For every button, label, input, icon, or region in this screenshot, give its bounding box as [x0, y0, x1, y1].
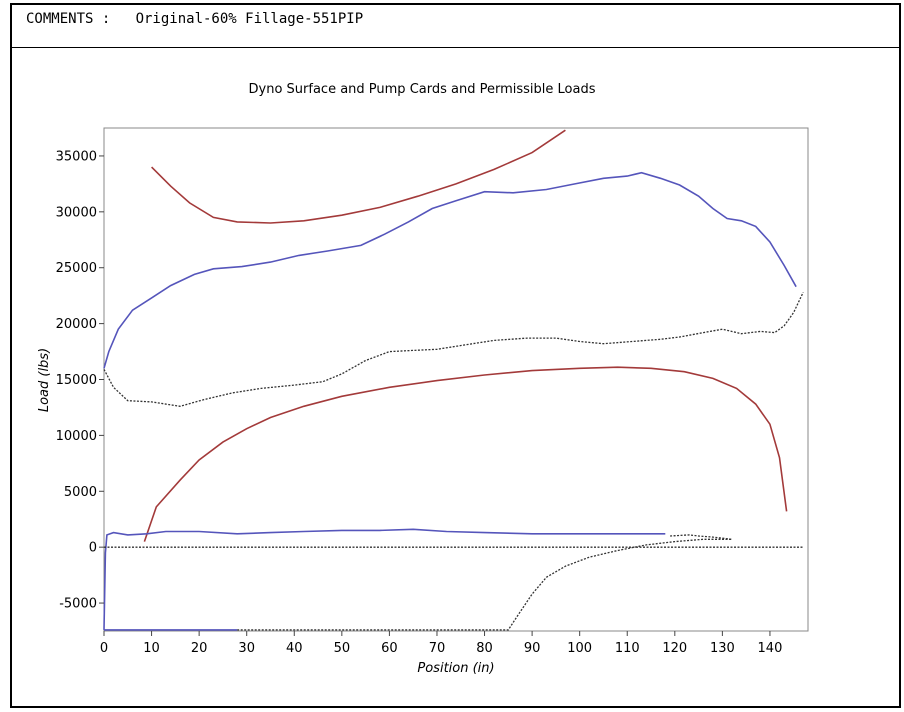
x-axis: 0 10 20 30 40 50 60 70 80 90 100 110 120 130 140: [100, 631, 783, 656]
series-group: [103, 129, 804, 631]
comments-line: COMMENTS : Original-60% Fillage-551PIP: [26, 11, 364, 27]
x-tick-label: 60: [381, 641, 398, 656]
x-tick-label: 140: [758, 641, 783, 656]
x-tick-label: 110: [615, 641, 640, 656]
y-axis: -5000 0 5000 10000 15000 20000 25000 30000 35000: [56, 149, 104, 612]
chart-title: Dyno Surface and Pump Cards and Permissi…: [249, 82, 596, 97]
x-tick-label: 10: [143, 641, 160, 656]
x-tick-label: 50: [334, 641, 351, 656]
y-axis-label: Load (lbs): [37, 348, 52, 412]
series-pump-card-upstroke: [103, 528, 666, 630]
x-tick-label: 90: [524, 641, 541, 656]
x-tick-label: 30: [238, 641, 255, 656]
y-tick-label: 25000: [56, 261, 97, 276]
x-tick-label: 120: [662, 641, 687, 656]
y-tick-label: -5000: [59, 597, 97, 612]
x-tick-label: 100: [567, 641, 592, 656]
x-tick-label: 0: [100, 641, 108, 656]
x-tick-label: 130: [710, 641, 735, 656]
series-min-permissible-load: [143, 366, 788, 542]
x-tick-label: 20: [191, 641, 208, 656]
y-tick-label: 10000: [56, 429, 97, 444]
y-tick-label: 20000: [56, 317, 97, 332]
x-tick-label: 80: [476, 641, 493, 656]
x-tick-label: 70: [429, 641, 446, 656]
series-surface-card-downstroke: [103, 292, 804, 407]
y-tick-label: 15000: [56, 373, 97, 388]
y-tick-label: 0: [89, 541, 97, 556]
series-surface-card-upstroke: [103, 171, 797, 369]
x-axis-label: Position (in): [417, 661, 494, 676]
y-tick-label: 5000: [64, 485, 97, 500]
y-tick-label: 30000: [56, 205, 97, 220]
report-frame: COMMENTS : Original-60% Fillage-551PIP: [10, 3, 901, 708]
header-separator: [12, 47, 899, 48]
series-pump-card-downstroke: [237, 534, 732, 631]
series-max-permissible-load: [151, 129, 566, 224]
plot-area: [103, 127, 809, 632]
x-tick-label: 40: [286, 641, 303, 656]
y-tick-label: 35000: [56, 149, 97, 164]
